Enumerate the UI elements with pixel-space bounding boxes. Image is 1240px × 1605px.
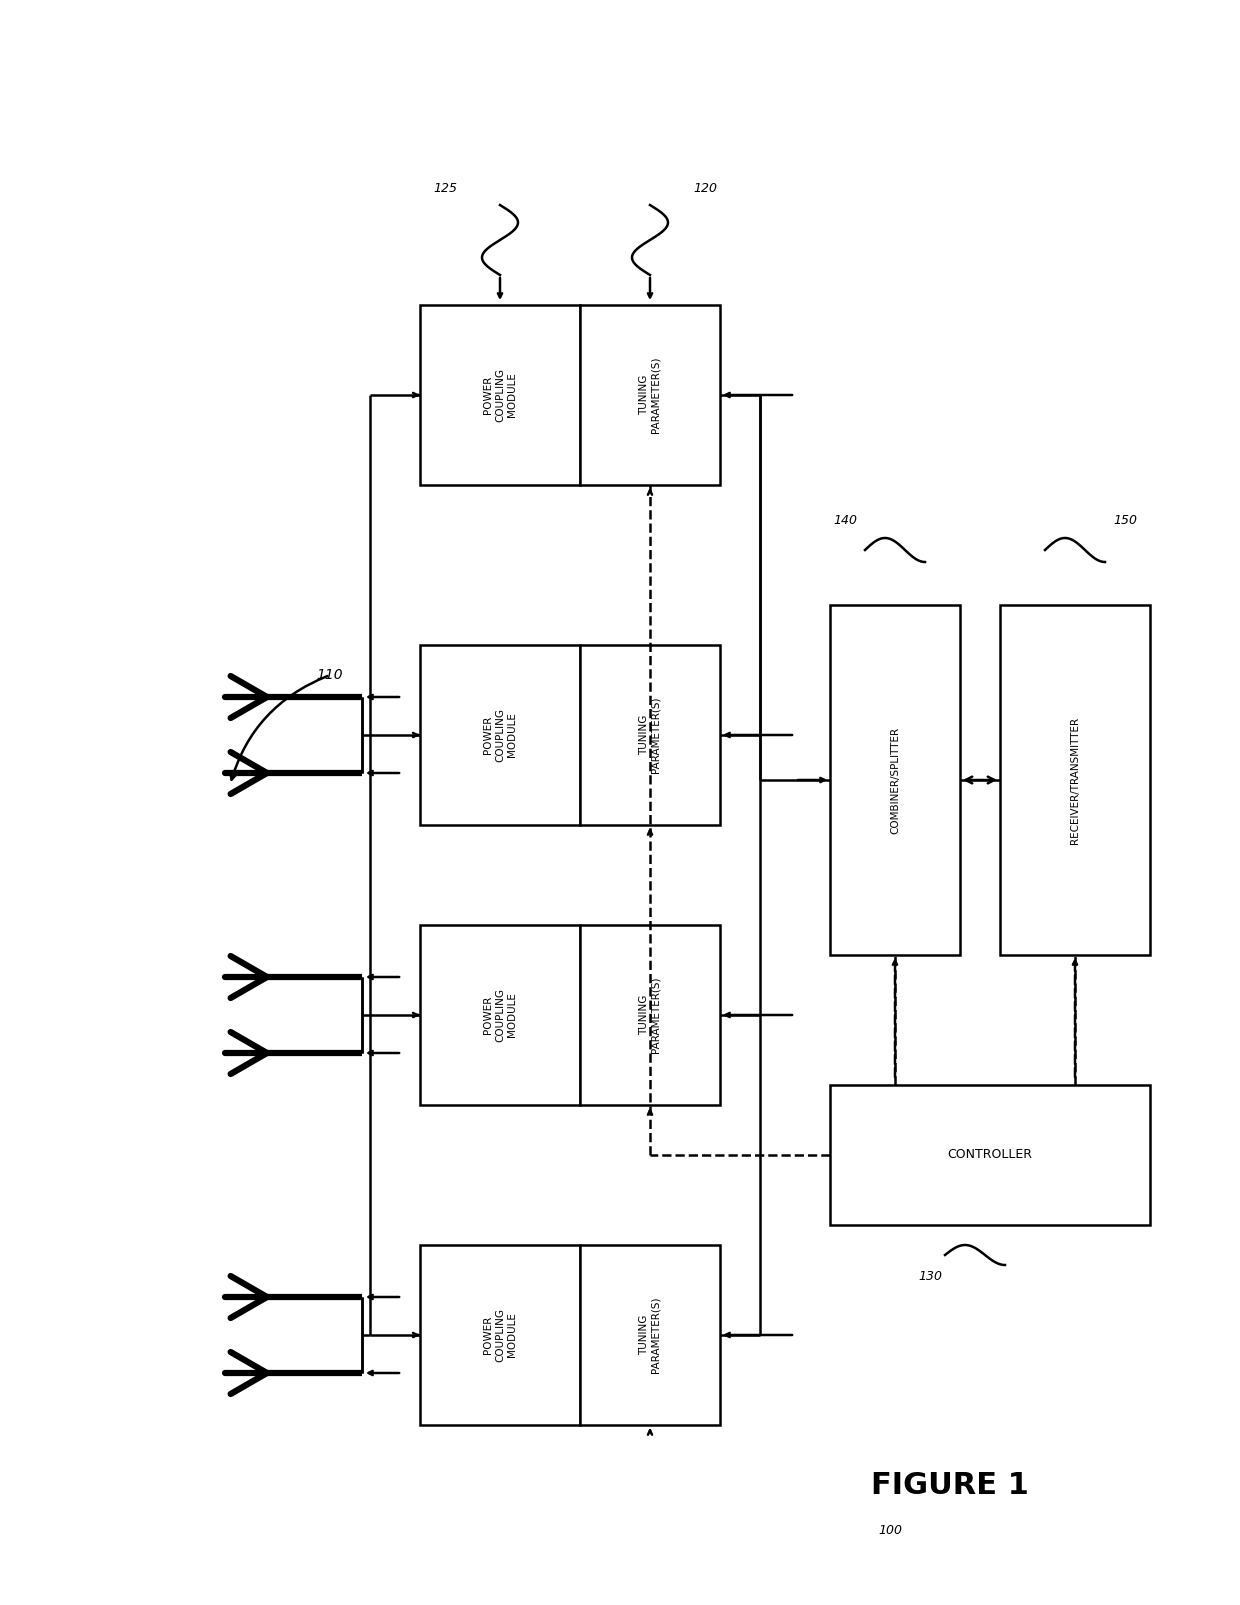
Text: POWER
COUPLING
MODULE: POWER COUPLING MODULE: [484, 1308, 517, 1363]
Text: 150: 150: [1114, 514, 1137, 526]
Text: 100: 100: [878, 1523, 901, 1536]
Text: TUNING
PARAMETER(S): TUNING PARAMETER(S): [639, 697, 661, 774]
Bar: [420, 305, 580, 485]
Text: TUNING
PARAMETER(S): TUNING PARAMETER(S): [639, 356, 661, 433]
Text: COMBINER/SPLITTER: COMBINER/SPLITTER: [890, 727, 900, 833]
Text: 140: 140: [833, 514, 857, 526]
Text: FIGURE 1: FIGURE 1: [870, 1470, 1029, 1499]
Text: TUNING
PARAMETER(S): TUNING PARAMETER(S): [639, 977, 661, 1053]
Text: CONTROLLER: CONTROLLER: [947, 1149, 1033, 1162]
Text: POWER
COUPLING
MODULE: POWER COUPLING MODULE: [484, 989, 517, 1042]
Bar: [830, 605, 960, 955]
Text: 120: 120: [693, 181, 717, 194]
Bar: [830, 1085, 1149, 1225]
Bar: [580, 1245, 720, 1425]
Bar: [420, 1245, 580, 1425]
Bar: [580, 924, 720, 1104]
Text: 110: 110: [316, 668, 343, 682]
Text: RECEIVER/TRANSMITTER: RECEIVER/TRANSMITTER: [1070, 716, 1080, 844]
Bar: [580, 305, 720, 485]
Bar: [999, 605, 1149, 955]
Text: TUNING
PARAMETER(S): TUNING PARAMETER(S): [639, 1297, 661, 1374]
Text: POWER
COUPLING
MODULE: POWER COUPLING MODULE: [484, 368, 517, 422]
Bar: [580, 645, 720, 825]
Bar: [420, 924, 580, 1104]
Bar: [420, 645, 580, 825]
Text: 130: 130: [918, 1270, 942, 1282]
Text: 125: 125: [433, 181, 458, 194]
Text: POWER
COUPLING
MODULE: POWER COUPLING MODULE: [484, 708, 517, 762]
